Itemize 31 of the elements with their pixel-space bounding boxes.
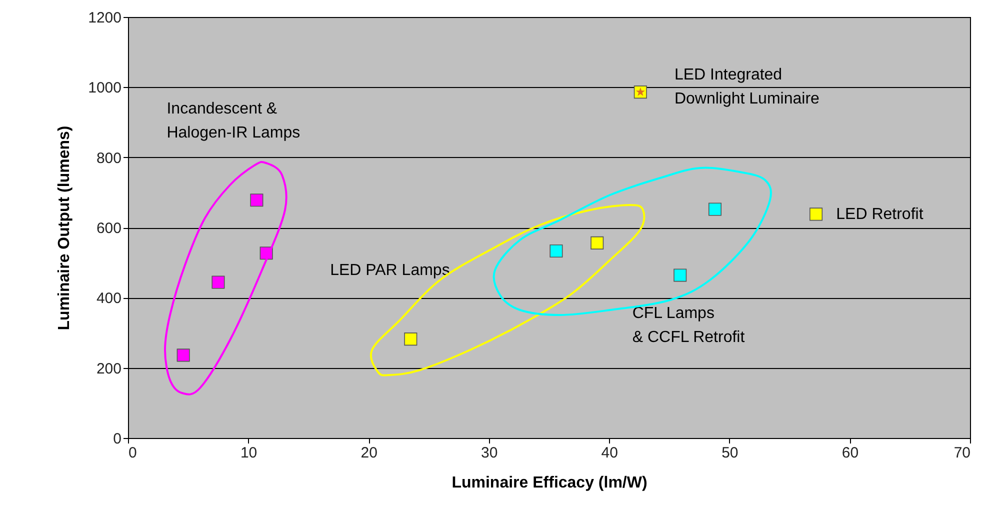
point <box>810 208 823 221</box>
x-tick-label: 50 <box>722 444 738 462</box>
x-tick-label: 30 <box>481 444 498 462</box>
point <box>674 268 687 282</box>
annotation: LED PAR Lamps <box>330 262 450 280</box>
annotation: Incandescent & Halogen-IR Lamps <box>166 100 300 142</box>
point <box>250 194 264 207</box>
point <box>550 244 563 258</box>
x-tick-label: 20 <box>360 444 378 462</box>
x-tick-label: 10 <box>240 444 258 462</box>
annotation: LED Integrated Downlight Luminaire <box>674 66 820 108</box>
y-tick-label: 0 <box>113 430 122 448</box>
point <box>404 332 418 346</box>
x-tick-label: 0 <box>128 444 137 462</box>
annotation: CFL Lamps & CCFL Retrofit <box>632 304 746 346</box>
annotation: LED Retrofit <box>836 206 924 224</box>
y-tick-label: 600 <box>96 220 122 237</box>
y-axis-title: Luminaire Output (lumens) <box>56 126 74 330</box>
y-tick-label: 1200 <box>88 10 122 26</box>
x-tick-label: 60 <box>842 444 859 462</box>
y-tick-label: 800 <box>96 150 122 167</box>
x-tick-label: 40 <box>601 444 618 462</box>
y-tick-label: 1000 <box>88 80 122 97</box>
point <box>212 276 225 289</box>
x-tick-label: 70 <box>954 444 970 462</box>
point <box>708 202 722 216</box>
x-axis-title: Luminaire Efficacy (lm/W) <box>452 474 648 492</box>
y-tick-label: 400 <box>96 290 122 308</box>
point <box>176 348 190 362</box>
y-tick-label: 200 <box>96 360 122 378</box>
point <box>590 236 604 250</box>
